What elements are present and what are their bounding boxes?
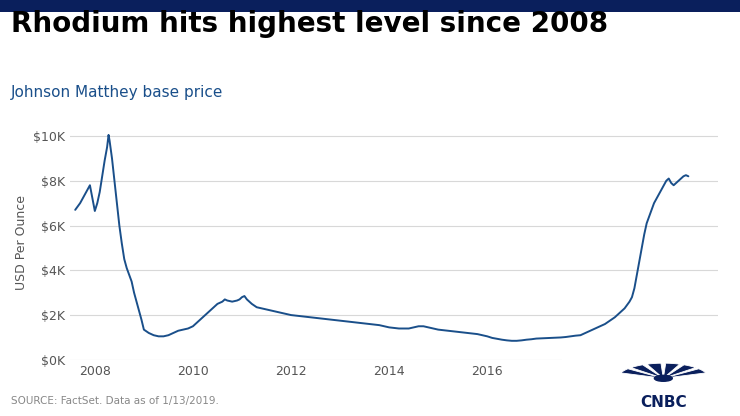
Wedge shape: [663, 365, 696, 378]
Wedge shape: [621, 369, 663, 378]
Text: Johnson Matthey base price: Johnson Matthey base price: [11, 85, 223, 100]
Wedge shape: [663, 369, 706, 378]
Text: SOURCE: FactSet. Data as of 1/13/2019.: SOURCE: FactSet. Data as of 1/13/2019.: [11, 396, 219, 406]
Wedge shape: [647, 363, 663, 378]
Text: CNBC: CNBC: [640, 395, 687, 410]
Text: Rhodium hits highest level since 2008: Rhodium hits highest level since 2008: [11, 10, 608, 38]
Wedge shape: [663, 363, 679, 378]
Y-axis label: USD Per Ounce: USD Per Ounce: [15, 195, 28, 290]
Wedge shape: [631, 365, 663, 378]
Circle shape: [654, 375, 672, 381]
